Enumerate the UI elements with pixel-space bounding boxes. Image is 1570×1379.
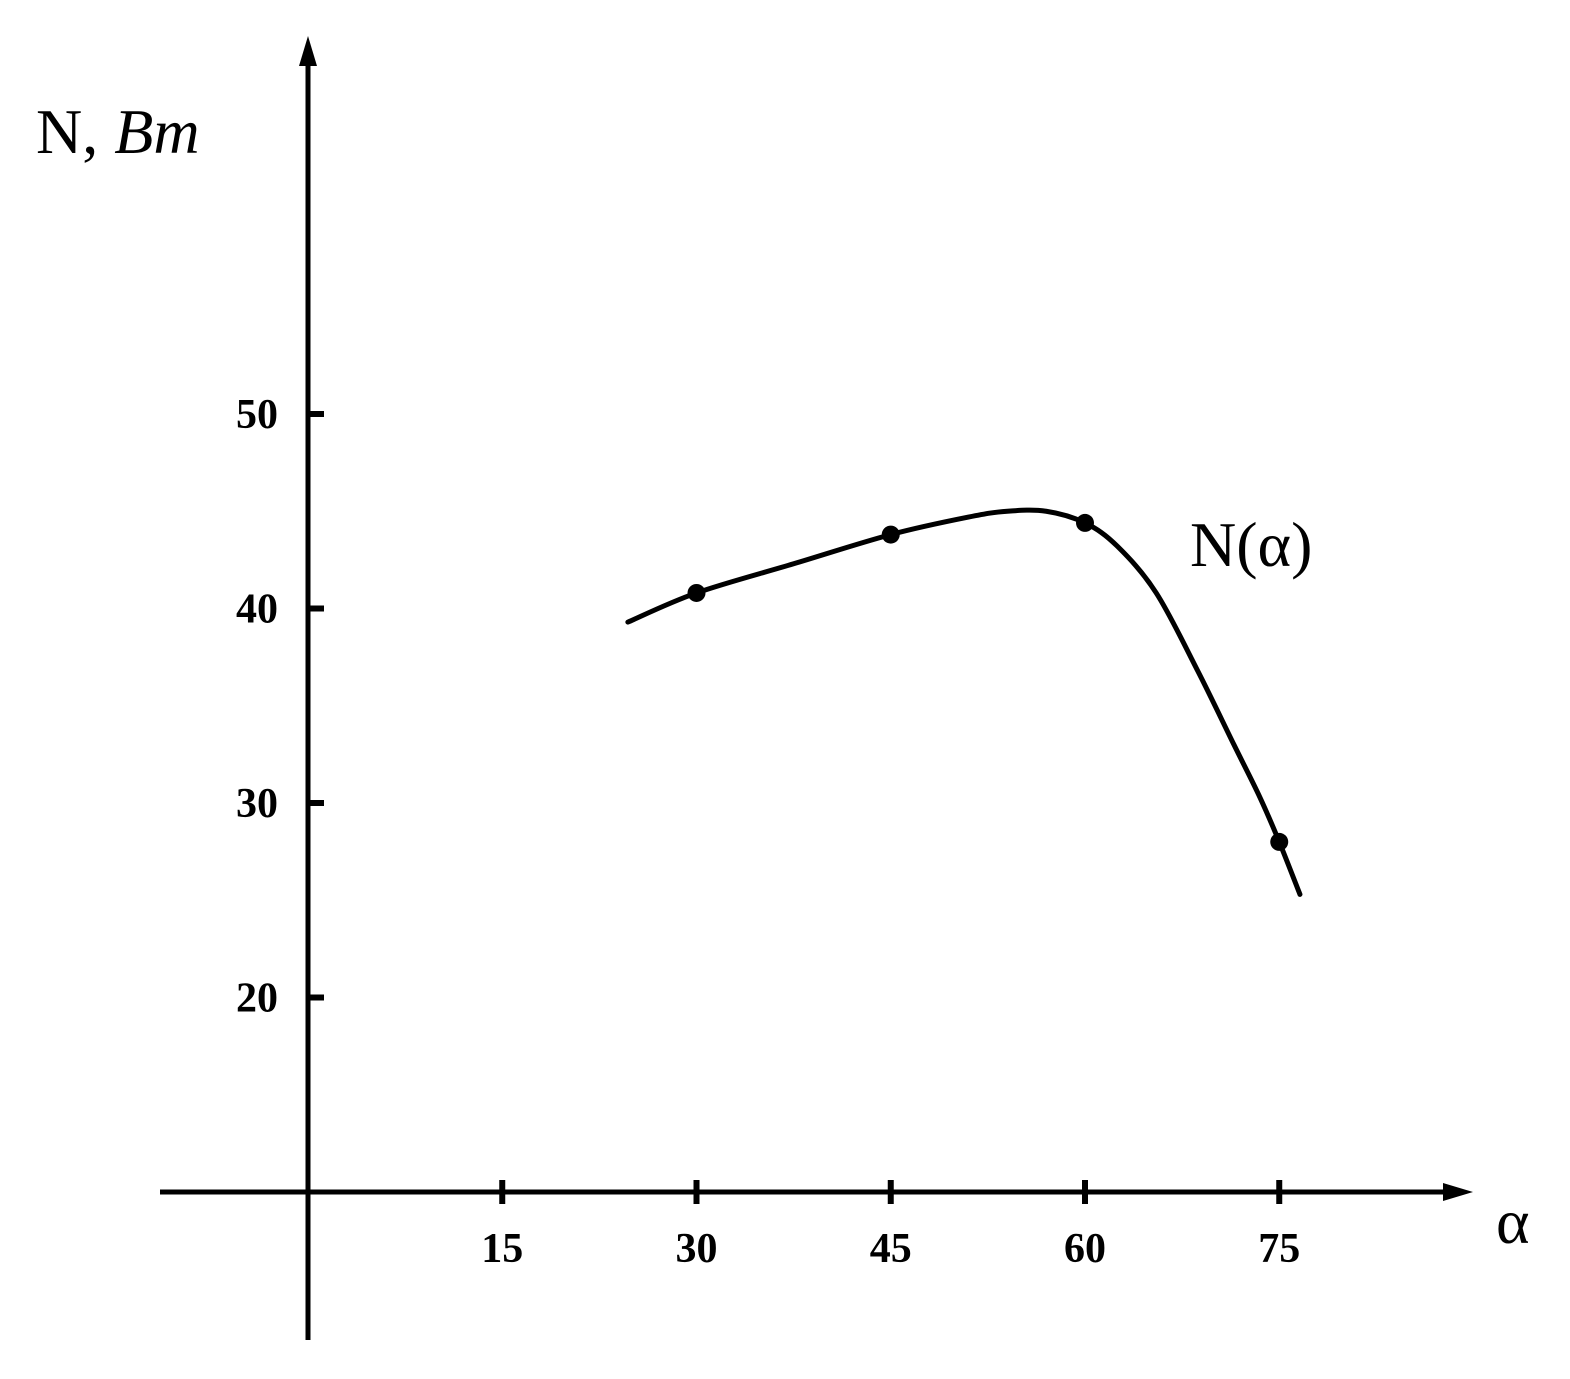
x-ticks: 15 30 45 60 75: [481, 1180, 1300, 1272]
axes: [160, 36, 1473, 1340]
y-tick-label: 40: [236, 587, 278, 633]
x-axis-arrowhead: [1443, 1183, 1473, 1201]
data-point: [881, 525, 900, 544]
x-axis-title: α: [1496, 1186, 1530, 1257]
x-tick-label: 30: [676, 1226, 718, 1272]
y-ticks: 20 30 40 50: [236, 392, 324, 1022]
x-tick-label: 15: [481, 1226, 523, 1272]
series-label: N(α): [1190, 509, 1312, 580]
series-layer: [625, 507, 1303, 897]
x-tick-label: 45: [870, 1226, 912, 1272]
y-tick-label: 50: [236, 392, 278, 438]
data-point: [1076, 513, 1094, 532]
y-tick-label: 30: [236, 781, 278, 827]
x-tick-label: 75: [1258, 1226, 1300, 1272]
y-axis-arrowhead: [299, 36, 317, 66]
y-axis-title: N, Bm: [36, 96, 200, 167]
data-point: [687, 583, 706, 602]
x-tick-label: 60: [1064, 1226, 1106, 1272]
data-point: [1270, 832, 1289, 851]
y-tick-label: 20: [236, 976, 278, 1022]
